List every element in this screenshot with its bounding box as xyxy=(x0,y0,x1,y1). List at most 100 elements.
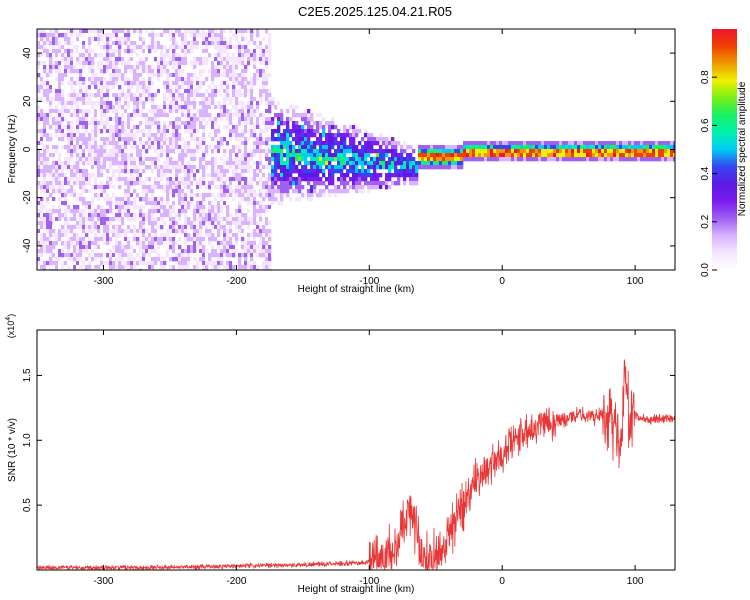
spectrogram-cell xyxy=(70,141,74,146)
spectrogram-cell xyxy=(430,145,434,150)
spectrogram-cell xyxy=(385,177,389,182)
spectrogram-cell xyxy=(100,53,104,58)
spectrogram-cell xyxy=(235,37,239,42)
spectrogram-cell xyxy=(145,185,149,190)
spectrogram-cell xyxy=(157,157,161,162)
spectrogram-cell xyxy=(394,157,398,162)
spectrogram-cell xyxy=(61,29,65,34)
spectrogram-cell xyxy=(115,217,119,222)
spectrogram-cell xyxy=(391,181,395,186)
spectrogram-cell xyxy=(130,149,134,154)
spectrogram-cell xyxy=(196,105,200,110)
spectrogram-cell xyxy=(217,213,221,218)
spectrogram-cell xyxy=(232,49,236,54)
spectrogram-cell xyxy=(256,97,260,102)
spectrogram-cell xyxy=(70,61,74,66)
spectrogram-cell xyxy=(124,201,128,206)
spectrogram-cell xyxy=(358,29,362,34)
spectrogram-cell xyxy=(193,37,197,42)
spectrogram-cell xyxy=(235,93,239,98)
spectrogram-cell xyxy=(55,221,59,226)
spectrogram-cell xyxy=(112,169,116,174)
spectrogram-cell xyxy=(136,161,140,166)
spectrogram-cell xyxy=(172,133,176,138)
spectrogram-cell xyxy=(88,77,92,82)
spectrogram-cell xyxy=(307,197,311,202)
spectrogram-cell xyxy=(124,217,128,222)
spectrogram-cell xyxy=(154,49,158,54)
spectrogram-cell xyxy=(112,157,116,162)
spectrogram-cell xyxy=(73,65,77,70)
spectrogram-cell xyxy=(253,65,257,70)
spectrogram-cell xyxy=(412,209,416,214)
spectrogram-cell xyxy=(262,85,266,90)
spectrogram-cell xyxy=(97,157,101,162)
spectrogram-cell xyxy=(67,265,71,270)
spectrogram-cell xyxy=(313,161,317,166)
spectrogram-cell xyxy=(289,177,293,182)
spectrogram-cell xyxy=(187,77,191,82)
spectrogram-cell xyxy=(82,197,86,202)
spectrogram-cell xyxy=(52,41,56,46)
spectrogram-cell xyxy=(208,73,212,78)
spectrogram-cell xyxy=(211,261,215,266)
spectrogram-cell xyxy=(40,241,44,246)
spectrogram-cell xyxy=(124,101,128,106)
spectrogram-cell xyxy=(166,61,170,66)
spectrogram-cell xyxy=(328,193,332,198)
spectrogram-cell xyxy=(241,121,245,126)
spectrogram-cell xyxy=(136,185,140,190)
spectrogram-cell xyxy=(94,41,98,46)
spectrogram-cell xyxy=(343,145,347,150)
spectrogram-cell xyxy=(292,105,296,110)
spectrogram-cell xyxy=(172,257,176,262)
spectrogram-cell xyxy=(157,249,161,254)
spectrogram-cell xyxy=(334,49,338,54)
spectrogram-cell xyxy=(355,181,359,186)
spectrogram-cell xyxy=(127,217,131,222)
spectrogram-cell xyxy=(202,197,206,202)
spectrogram-cell xyxy=(184,89,188,94)
spectrogram-cell xyxy=(40,233,44,238)
spectrogram-cell xyxy=(88,193,92,198)
spectrogram-cell xyxy=(202,37,206,42)
spectrogram-cell xyxy=(184,73,188,78)
spectrogram-cell xyxy=(133,125,137,130)
spectrogram-cell xyxy=(340,149,344,154)
spectrogram-cell xyxy=(184,229,188,234)
spectrogram-cell xyxy=(265,185,269,190)
spectrogram-cell xyxy=(154,257,158,262)
spectrogram-cell xyxy=(271,81,275,86)
spectrogram-cell xyxy=(256,241,260,246)
spectrogram-cell xyxy=(250,209,254,214)
spectrogram-cell xyxy=(214,197,218,202)
spectrogram-cell xyxy=(67,261,71,266)
spectrogram-cell xyxy=(193,265,197,270)
spectrogram-cell xyxy=(118,197,122,202)
spectrogram-cell xyxy=(292,169,296,174)
spectrogram-cell xyxy=(409,173,413,178)
spectrogram-cell xyxy=(280,201,284,206)
spectrogram-cell xyxy=(238,129,242,134)
spectrogram-cell xyxy=(112,205,116,210)
spectrogram-cell xyxy=(64,253,68,258)
spectrogram-cell xyxy=(85,249,89,254)
spectrogram-cell xyxy=(88,141,92,146)
spectrogram-cell xyxy=(40,133,44,138)
spectrogram-cell xyxy=(91,101,95,106)
spectrogram-cell xyxy=(187,217,191,222)
spectrogram-cell xyxy=(220,137,224,142)
spectrogram-cell xyxy=(58,173,62,178)
spectrogram-cell xyxy=(232,69,236,74)
spectrogram-cell xyxy=(211,253,215,258)
spectrogram-cell xyxy=(328,237,332,242)
spectrogram-cell xyxy=(145,125,149,130)
spectrogram-cell xyxy=(382,125,386,130)
spectrogram-cell xyxy=(115,37,119,42)
spectrogram-cell xyxy=(49,145,53,150)
spectrogram-cell xyxy=(46,209,50,214)
spectrogram-cell xyxy=(187,121,191,126)
spectrogram-cell xyxy=(40,157,44,162)
spectrogram-cell xyxy=(91,105,95,110)
spectrogram-cell xyxy=(391,201,395,206)
